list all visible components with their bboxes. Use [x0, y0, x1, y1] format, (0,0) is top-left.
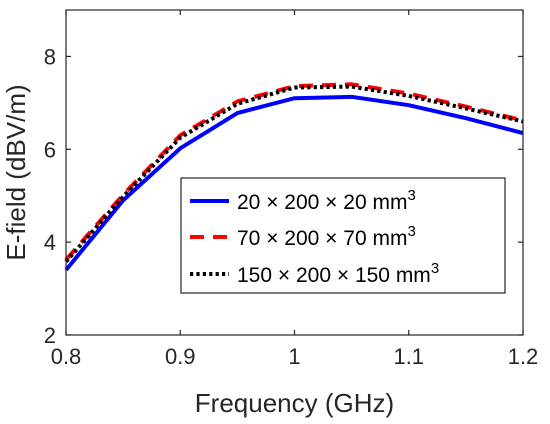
- axes-layer: 0.8 0.9 1 1.1 1.2 2 4 6 8: [44, 9, 539, 369]
- series-line-3: [64, 84, 524, 263]
- y-tick-label: 2: [44, 323, 56, 348]
- legend-box: [180, 177, 506, 294]
- legend-label-3: 150 × 200 × 150 mm3: [237, 260, 439, 287]
- y-tick-label: 4: [44, 230, 56, 255]
- series-layer: [64, 82, 524, 272]
- legend-label-1: 20 × 200 × 20 mm3: [237, 187, 416, 214]
- legend-label-exponent: 3: [407, 187, 415, 204]
- x-axis-label: Frequency (GHz): [195, 388, 394, 418]
- legend-label-2: 70 × 200 × 70 mm3: [237, 223, 416, 250]
- x-tick-label: 1.2: [508, 344, 539, 369]
- x-tick-label: 1.1: [393, 344, 424, 369]
- legend: 20 × 200 × 20 mm3 70 × 200 × 70 mm3 150 × …: [180, 177, 506, 294]
- y-axis-label: E-field (dBV/m): [1, 84, 31, 260]
- series-line-1: [64, 94, 524, 272]
- legend-label-exponent: 3: [407, 223, 415, 240]
- x-tick-label: 0.9: [165, 344, 196, 369]
- y-tick-label: 8: [44, 44, 56, 69]
- legend-label-exponent: 3: [431, 260, 439, 277]
- x-tick-label: 1: [288, 344, 300, 369]
- y-tick-label: 6: [44, 137, 56, 162]
- x-tick-label: 0.8: [51, 344, 82, 369]
